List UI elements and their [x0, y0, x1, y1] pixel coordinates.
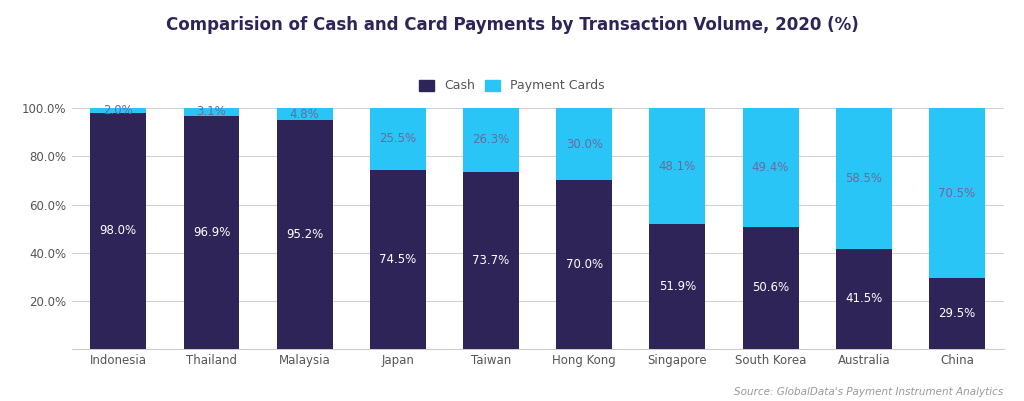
Bar	[929, 108, 985, 278]
Bar	[929, 278, 985, 349]
Bar	[742, 108, 799, 227]
Bar	[836, 249, 892, 349]
Text: 2.0%: 2.0%	[103, 104, 133, 117]
Bar	[183, 116, 240, 349]
Bar	[556, 180, 612, 349]
Bar	[463, 108, 519, 172]
Text: 58.5%: 58.5%	[845, 172, 883, 185]
Text: Source: GlobalData's Payment Instrument Analytics: Source: GlobalData's Payment Instrument …	[734, 387, 1004, 397]
Text: 74.5%: 74.5%	[379, 253, 417, 266]
Text: 41.5%: 41.5%	[845, 292, 883, 306]
Legend: Cash, Payment Cards: Cash, Payment Cards	[415, 75, 609, 97]
Bar	[90, 113, 146, 349]
Text: 70.0%: 70.0%	[565, 258, 603, 271]
Text: 3.1%: 3.1%	[197, 105, 226, 119]
Text: 70.5%: 70.5%	[938, 186, 976, 200]
Bar	[183, 108, 240, 116]
Bar	[649, 108, 706, 224]
Bar	[370, 108, 426, 170]
Bar	[836, 108, 892, 249]
Text: 51.9%: 51.9%	[658, 280, 696, 293]
Text: 48.1%: 48.1%	[658, 160, 696, 173]
Bar	[370, 170, 426, 349]
Bar	[276, 120, 333, 349]
Text: 29.5%: 29.5%	[938, 307, 976, 320]
Bar	[463, 172, 519, 349]
Text: 98.0%: 98.0%	[99, 225, 137, 237]
Text: 26.3%: 26.3%	[472, 134, 510, 146]
Text: 96.9%: 96.9%	[193, 226, 230, 239]
Text: 73.7%: 73.7%	[472, 254, 510, 267]
Text: 25.5%: 25.5%	[379, 132, 417, 146]
Bar	[90, 108, 146, 113]
Bar	[649, 224, 706, 349]
Text: 4.8%: 4.8%	[290, 107, 319, 121]
Text: 95.2%: 95.2%	[286, 228, 324, 241]
Bar	[276, 108, 333, 120]
Text: 49.4%: 49.4%	[752, 161, 790, 174]
Text: 50.6%: 50.6%	[752, 282, 790, 294]
Text: Comparision of Cash and Card Payments by Transaction Volume, 2020 (%): Comparision of Cash and Card Payments by…	[166, 16, 858, 34]
Text: 30.0%: 30.0%	[565, 138, 603, 151]
Bar	[742, 227, 799, 349]
Bar	[556, 108, 612, 180]
